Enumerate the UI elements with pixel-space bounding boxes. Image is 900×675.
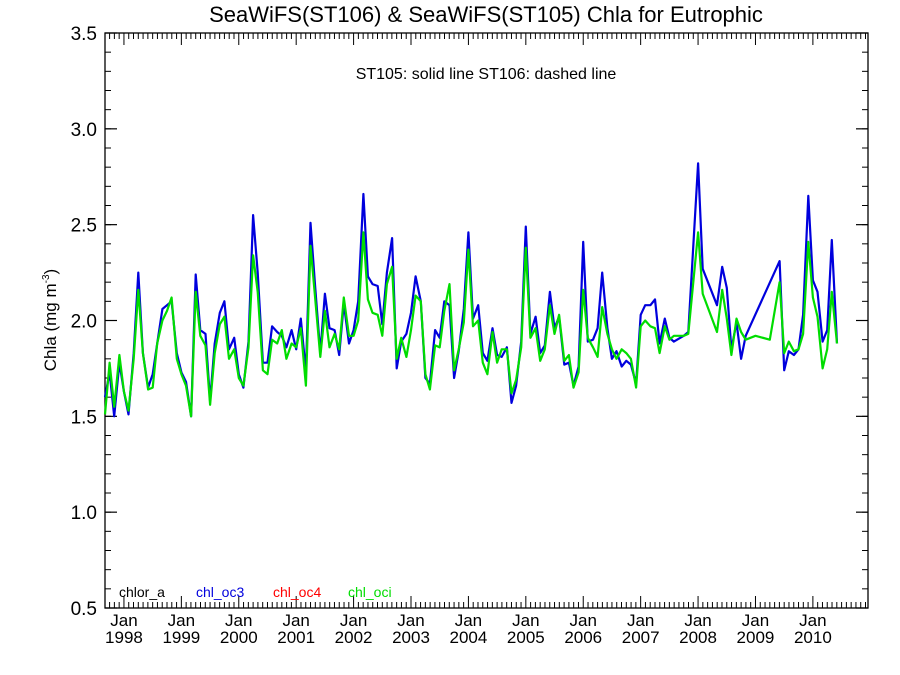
x-tick-label-month: Jan — [742, 611, 769, 630]
chart-annotation: ST105: solid line ST106: dashed line — [356, 66, 617, 83]
x-tick-label-year: 2007 — [622, 628, 660, 647]
x-tick-label-year: 2004 — [450, 628, 488, 647]
x-tick-label-year: 2006 — [564, 628, 602, 647]
x-tick-label-month: Jan — [570, 611, 597, 630]
y-tick-label: 1.5 — [71, 407, 97, 428]
legend-item-chl_oci: chl_oci — [348, 584, 392, 600]
x-tick-label-month: Jan — [340, 611, 367, 630]
series-line-chl_oci — [103, 231, 839, 418]
legend: chlor_a chl_oc3 chl_oc4 chl_oci — [119, 584, 392, 600]
x-tick-label-month: Jan — [168, 611, 195, 630]
x-tick-label-month: Jan — [110, 611, 137, 630]
x-tick-label-year: 2009 — [737, 628, 775, 647]
x-tick-label-month: Jan — [512, 611, 539, 630]
x-tick-label-year: 2005 — [507, 628, 545, 647]
y-axis-label-close: ) — [41, 269, 60, 275]
x-tick-label-month: Jan — [282, 611, 309, 630]
x-tick-label-year: 2008 — [679, 628, 717, 647]
legend-item-chlor_a: chlor_a — [119, 584, 165, 600]
x-tick-label-year: 2010 — [794, 628, 832, 647]
series-lines — [103, 162, 839, 418]
x-tick-label-month: Jan — [225, 611, 252, 630]
y-axis-label-superscript: -3 — [41, 274, 52, 283]
x-tick-label-year: 2003 — [392, 628, 430, 647]
x-tick-label-month: Jan — [627, 611, 654, 630]
y-axis-label: Chla (mg m-3) — [41, 269, 60, 371]
y-tick-label: 1.0 — [71, 503, 97, 524]
legend-item-chl_oc4: chl_oc4 — [273, 584, 321, 600]
x-tick-label-month: Jan — [455, 611, 482, 630]
x-tick-label-month: Jan — [397, 611, 424, 630]
x-tick-label-month: Jan — [684, 611, 711, 630]
y-axis: 0.5 1.0 1.5 2.0 2.5 3.0 3.5 — [71, 24, 868, 620]
x-tick-label-year: 2000 — [220, 628, 258, 647]
y-tick-label: 2.0 — [71, 312, 97, 333]
y-tick-label: 2.5 — [71, 216, 97, 237]
x-tick-label-year: 1998 — [105, 628, 143, 647]
y-axis-label-main: Chla (mg m — [41, 283, 60, 371]
x-axis: Jan1998Jan1999Jan2000Jan2001Jan2002Jan20… — [105, 33, 867, 647]
x-tick-label-year: 2002 — [335, 628, 373, 647]
x-tick-label-year: 2001 — [277, 628, 315, 647]
y-tick-label: 3.0 — [71, 120, 97, 141]
y-tick-label: 3.5 — [71, 24, 97, 45]
chart-title: SeaWiFS(ST106) & SeaWiFS(ST105) Chla for… — [209, 2, 763, 27]
legend-item-chl_oc3: chl_oc3 — [196, 584, 244, 600]
y-tick-label: 0.5 — [71, 599, 97, 620]
x-tick-label-year: 1999 — [162, 628, 200, 647]
x-tick-label-month: Jan — [799, 611, 826, 630]
